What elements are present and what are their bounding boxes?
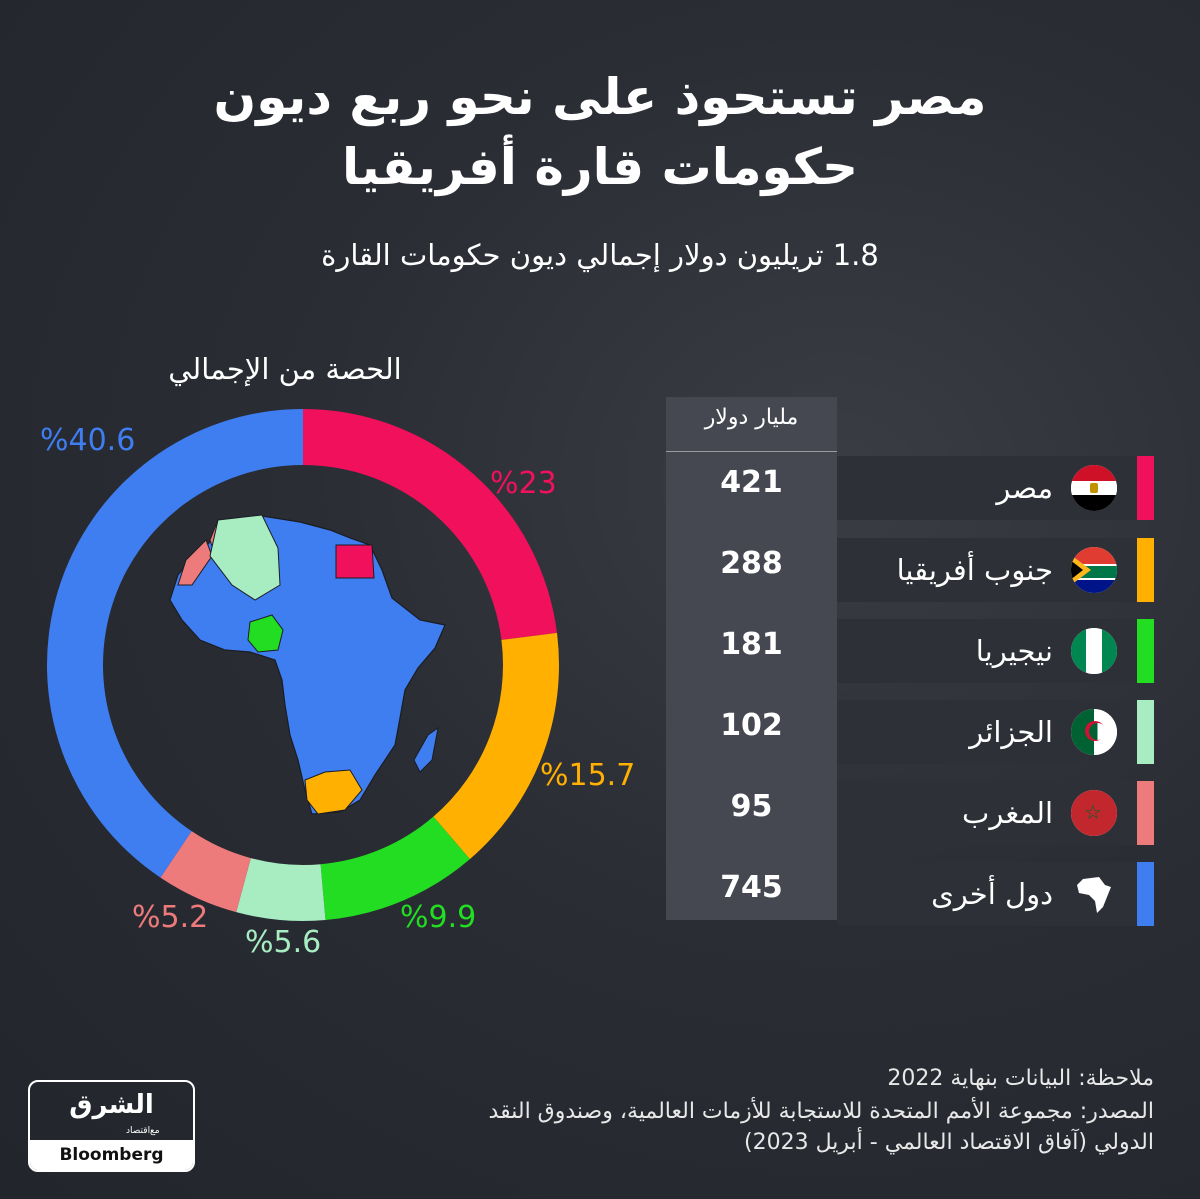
africa-map-icon — [169, 514, 446, 815]
algeria-flag-icon — [1071, 709, 1117, 755]
donut-chart — [46, 409, 559, 922]
share-label-5: %40.6 — [40, 423, 136, 458]
nigeria-flag-icon — [1071, 628, 1117, 674]
debt-value-0: 421 — [720, 465, 783, 500]
debt-value-3: 102 — [720, 708, 783, 743]
donut-segment-5 — [46, 409, 304, 878]
debt-value-5: 745 — [720, 870, 783, 905]
country-name: المغرب — [962, 796, 1053, 830]
header-divider — [666, 451, 837, 452]
chart-title: مصر تستحوذ على نحو ربع ديون حكومات قارة … — [0, 62, 1200, 202]
share-label-3: %5.6 — [245, 925, 322, 960]
africa-map-icon — [1071, 871, 1117, 917]
source-line-1: المصدر: مجموعة الأمم المتحدة للاستجابة ل… — [488, 1099, 1154, 1124]
title-line-1: مصر تستحوذ على نحو ربع ديون — [213, 68, 987, 126]
logo-sub: اقتصاد — [126, 1126, 151, 1136]
country-name: نيجيريا — [975, 634, 1053, 668]
legend-row-1: جنوب أفريقيا — [837, 538, 1137, 602]
color-strip-0 — [1137, 456, 1154, 520]
color-strip-4 — [1137, 781, 1154, 845]
debt-value-4: 95 — [730, 789, 773, 824]
value-column-header: مليار دولار — [704, 405, 799, 430]
chart-subtitle: 1.8 تريليون دولار إجمالي ديون حكومات الق… — [321, 238, 879, 272]
egypt-flag-icon — [1071, 465, 1117, 511]
country-name: جنوب أفريقيا — [896, 553, 1053, 587]
country-name: دول أخرى — [931, 877, 1053, 911]
color-strip-1 — [1137, 538, 1154, 602]
donut-segment-2 — [320, 816, 470, 921]
color-strip-2 — [1137, 619, 1154, 683]
country-name: مصر — [996, 471, 1053, 505]
legend-row-3: الجزائر — [837, 700, 1137, 764]
share-label-4: %5.2 — [132, 900, 209, 935]
logo-with: مع — [150, 1126, 160, 1136]
legend-row-5: دول أخرى — [837, 862, 1137, 926]
donut-segment-4 — [160, 831, 251, 913]
country-name: الجزائر — [969, 715, 1053, 749]
logo-bloomberg: Bloomberg — [30, 1140, 193, 1170]
morocco-flag-icon: ☆ — [1071, 790, 1117, 836]
note-text: ملاحظة: البيانات بنهاية 2022 — [887, 1066, 1154, 1091]
share-label-1: %15.7 — [540, 758, 636, 793]
legend-row-0: مصر — [837, 456, 1137, 520]
debt-value-2: 181 — [720, 627, 783, 662]
debt-value-1: 288 — [720, 546, 783, 581]
donut-segment-3 — [236, 858, 326, 922]
share-label-2: %9.9 — [400, 900, 477, 935]
value-column — [666, 397, 837, 920]
legend-row-2: نيجيريا — [837, 619, 1137, 683]
logo-name: الشرق — [69, 1090, 154, 1120]
share-label: الحصة من الإجمالي — [168, 352, 402, 386]
donut-segment-0 — [303, 409, 557, 640]
south-africa-flag-icon — [1071, 547, 1117, 593]
legend-row-4: المغرب ☆ — [837, 781, 1137, 845]
color-strip-3 — [1137, 700, 1154, 764]
title-line-2: حكومات قارة أفريقيا — [342, 138, 858, 196]
asharq-bloomberg-logo: الشرق اقتصاد مع Bloomberg — [28, 1080, 195, 1172]
donut-segment-1 — [433, 632, 559, 860]
share-label-0: %23 — [490, 466, 557, 501]
source-line-2: الدولي (آفاق الاقتصاد العالمي - أبريل 20… — [744, 1130, 1154, 1155]
color-strip-5 — [1137, 862, 1154, 926]
